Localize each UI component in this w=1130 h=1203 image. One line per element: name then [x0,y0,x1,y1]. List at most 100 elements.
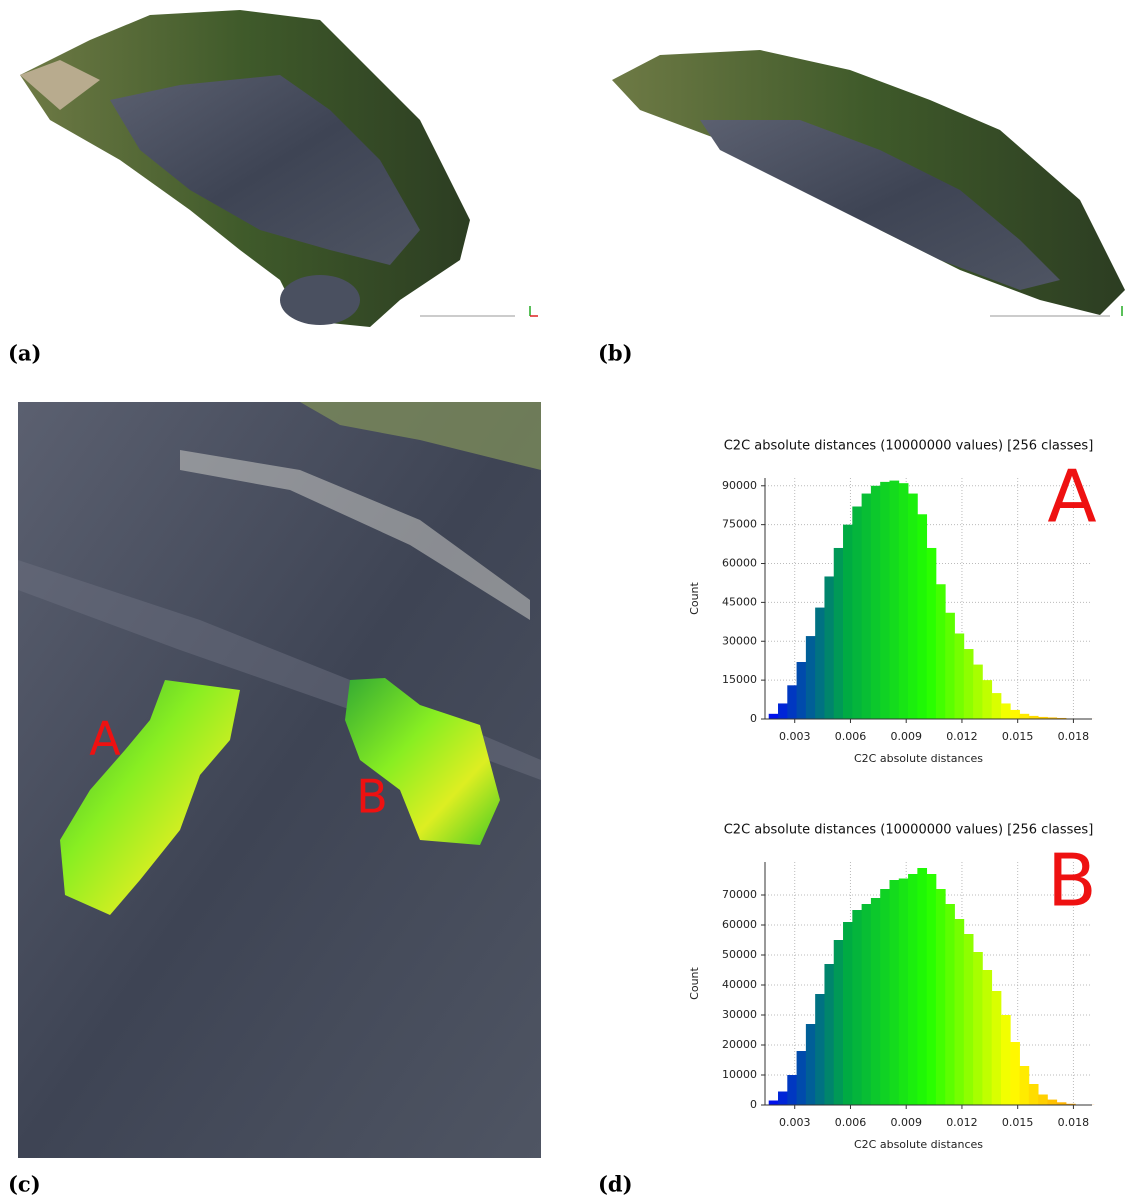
bar [908,493,918,719]
bar [1010,709,1020,719]
bar [833,547,844,719]
x-tick-label: 0.003 [779,1116,811,1129]
bar [991,693,1002,719]
bar [796,1051,807,1105]
bar [1038,716,1048,719]
x-tick-label: 0.018 [1058,1116,1090,1129]
bar [796,661,807,719]
chart-title: C2C absolute distances (10000000 values)… [724,439,1094,454]
bar [898,878,909,1105]
bar [917,868,928,1105]
bar [991,991,1002,1105]
y-tick-label: 40000 [722,978,757,991]
bar [1000,1015,1011,1105]
y-tick-label: 30000 [722,1008,757,1021]
x-tick-label: 0.006 [835,730,867,743]
bar [805,636,816,719]
bar [1047,717,1058,719]
bar [778,703,788,719]
panel-label: (c) [8,1172,41,1197]
y-tick-label: 60000 [722,557,757,570]
bar [870,898,881,1105]
y-tick-label: 30000 [722,634,757,647]
y-tick-label: 70000 [722,888,757,901]
bar [908,874,918,1105]
y-axis-label: Count [688,966,701,999]
bar [982,970,993,1105]
bar [917,514,928,719]
bar [1028,1084,1039,1105]
bar [1047,1099,1058,1105]
bar [861,904,872,1105]
bar [945,612,955,719]
bar [1019,1066,1030,1105]
bar [843,524,853,719]
y-tick-label: 50000 [722,948,757,961]
bar [768,713,779,719]
panel-c-image [18,402,541,1158]
x-tick-label: 0.015 [1002,1116,1034,1129]
bar [973,664,983,719]
panel-label: (b) [598,341,633,366]
bar [1065,1103,1076,1105]
bar [824,964,835,1105]
bar [843,922,853,1105]
bar [935,584,946,719]
x-axis-label: C2C absolute distances [854,752,983,765]
bar [954,633,965,719]
y-tick-label: 20000 [722,1038,757,1051]
y-tick-label: 0 [750,712,757,725]
bar [768,1100,779,1105]
panel-label: (a) [8,341,41,366]
bar [898,483,909,719]
bar [870,485,881,719]
bar [1000,703,1011,719]
y-tick-label: 45000 [722,595,757,608]
x-tick-label: 0.018 [1058,730,1090,743]
x-axis-label: C2C absolute distances [854,1138,983,1151]
bar [926,547,937,719]
bar [963,934,974,1105]
y-tick-label: 90000 [722,479,757,492]
bar [787,685,797,719]
chart-title: C2C absolute distances (10000000 values)… [724,823,1094,838]
bar [1019,713,1030,719]
panel-a-image [20,10,538,327]
bar [880,481,890,719]
bar [787,1075,797,1105]
bar [1028,715,1039,719]
bar [945,904,955,1105]
panel-label: (d) [598,1172,633,1197]
bar [852,910,863,1105]
bar [926,874,937,1105]
bar [852,506,863,719]
bar [1056,1102,1067,1105]
x-tick-label: 0.006 [835,1116,867,1129]
y-tick-label: 75000 [722,518,757,531]
annotation: A [89,712,121,766]
y-tick-label: 15000 [722,673,757,686]
y-axis-label: Count [688,581,701,614]
bar [1010,1042,1020,1105]
annotation: B [1047,839,1096,923]
x-tick-label: 0.012 [946,730,978,743]
annotation: A [1047,455,1096,539]
y-tick-label: 60000 [722,918,757,931]
bar [889,880,900,1105]
bar [815,607,825,719]
x-tick-label: 0.009 [890,730,922,743]
panel-b-image [612,50,1125,317]
bar [833,940,844,1105]
bar [954,919,965,1105]
bar [889,480,900,719]
bar [935,889,946,1105]
bar [1038,1094,1048,1105]
bar [861,493,872,719]
bar [824,576,835,719]
bar [880,889,890,1105]
bar [805,1024,816,1105]
x-tick-label: 0.012 [946,1116,978,1129]
bar [982,680,993,719]
bar [973,952,983,1105]
